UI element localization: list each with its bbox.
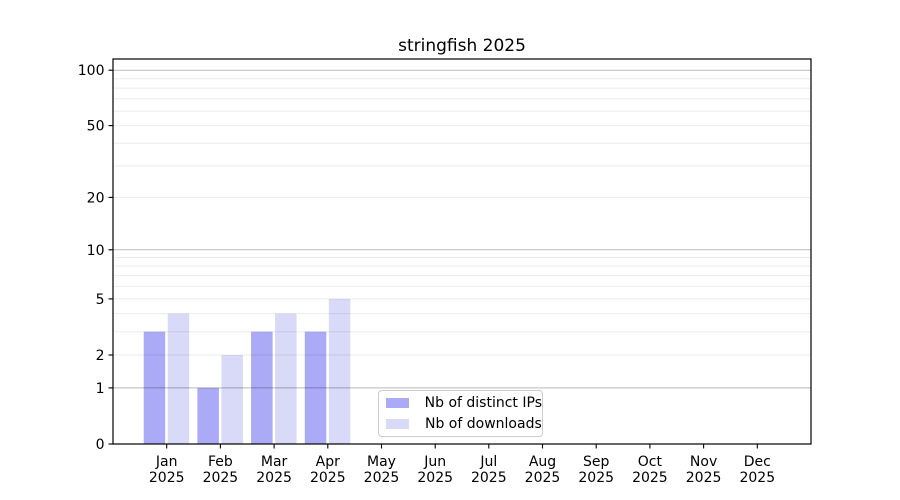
legend-label-distinct-ips: Nb of distinct IPs (424, 395, 542, 411)
plot-border (112, 58, 812, 445)
x-tick-label: Sep 2025 (578, 454, 614, 486)
legend-label-downloads: Nb of downloads (425, 416, 542, 432)
legend-item-distinct-ips: Nb of distinct IPs (386, 394, 542, 412)
x-tick-label: Apr 2025 (310, 454, 346, 486)
chart-title: stringfish 2025 (398, 36, 526, 56)
x-tick-label: Aug 2025 (525, 454, 561, 486)
bar-downloads-jan (167, 313, 190, 444)
y-tick-label: 50 (87, 119, 105, 135)
y-tick-label: 5 (96, 292, 105, 308)
y-tick-label: 10 (87, 243, 105, 259)
bar-distinct-ips-jan (143, 331, 166, 444)
x-tick-label: Jun 2025 (417, 454, 453, 486)
bar-downloads-apr (328, 298, 351, 444)
x-tick-label: Oct 2025 (632, 454, 668, 486)
bar-distinct-ips-apr (304, 331, 327, 444)
legend-swatch-downloads (386, 419, 409, 429)
x-tick-label: Nov 2025 (686, 454, 722, 486)
x-tick-label: Jan 2025 (149, 454, 185, 486)
legend-swatch-distinct-ips (386, 398, 409, 408)
x-tick-label: Jul 2025 (471, 454, 507, 486)
legend: Nb of distinct IPs Nb of downloads (378, 390, 543, 437)
bar-distinct-ips-feb (197, 387, 219, 444)
x-tick-label: May 2025 (364, 454, 400, 486)
bar-downloads-mar (275, 313, 297, 444)
bar-downloads-feb (221, 355, 243, 444)
y-tick-label: 100 (78, 63, 105, 79)
y-tick-label: 20 (87, 190, 105, 206)
x-tick-label: Mar 2025 (256, 454, 292, 486)
legend-item-downloads: Nb of downloads (386, 415, 542, 433)
bar-distinct-ips-mar (251, 331, 273, 444)
y-tick-label: 0 (96, 437, 105, 453)
y-tick-label: 1 (96, 381, 105, 397)
x-tick-label: Feb 2025 (203, 454, 239, 486)
x-tick-label: Dec 2025 (739, 454, 775, 486)
y-tick-label: 2 (96, 348, 105, 364)
